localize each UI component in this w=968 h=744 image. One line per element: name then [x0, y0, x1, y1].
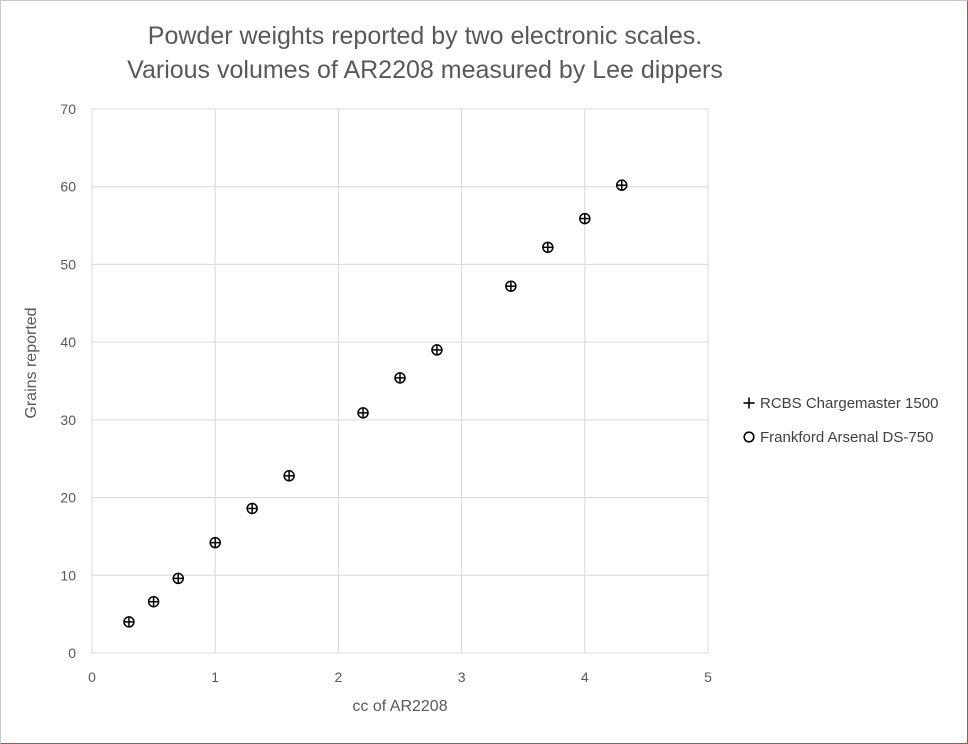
- y-tick-label: 40: [60, 334, 76, 350]
- rcbs-point: [395, 372, 405, 383]
- frankford-point: [172, 572, 184, 585]
- frankford-point: [542, 241, 554, 254]
- chart-title-line-1: Powder weights reported by two electroni…: [147, 22, 703, 50]
- legend: RCBS Chargemaster 1500 Frankford Arsenal…: [742, 386, 938, 454]
- frankford-point: [283, 470, 295, 482]
- data-points: [123, 179, 628, 628]
- frankford-point: [357, 407, 369, 419]
- frankford-point: [209, 536, 221, 549]
- y-tick-label: 30: [60, 412, 76, 428]
- y-tick-label: 60: [60, 179, 76, 195]
- x-axis-label: cc of AR2208: [352, 698, 448, 715]
- legend-item-rcbs: RCBS Chargemaster 1500: [742, 386, 938, 420]
- grid-lines: [91, 108, 709, 654]
- rcbs-point: [579, 213, 590, 224]
- rcbs-point: [505, 281, 516, 292]
- frankford-point: [431, 344, 443, 356]
- frankford-point: [394, 372, 406, 384]
- rcbs-point: [123, 616, 134, 627]
- y-tick-label: 70: [60, 101, 76, 117]
- frankford-point: [147, 595, 160, 608]
- frankford-point: [579, 212, 591, 225]
- x-tick-label: 3: [458, 669, 466, 685]
- y-tick-label: 0: [68, 645, 76, 661]
- rcbs-point: [616, 180, 627, 191]
- legend-label-rcbs: RCBS Chargemaster 1500: [760, 394, 939, 412]
- plus-marker-icon: [743, 397, 755, 409]
- x-tick-label: 5: [704, 669, 712, 685]
- y-tick-label: 20: [60, 490, 76, 506]
- x-tick-label: 1: [211, 669, 219, 685]
- rcbs-point: [431, 344, 442, 355]
- frankford-point: [616, 179, 628, 191]
- frankford-point: [505, 280, 517, 292]
- rcbs-point: [247, 503, 258, 514]
- rcbs-point: [210, 537, 221, 548]
- rcbs-point: [173, 573, 184, 584]
- x-tick-label: 2: [335, 669, 343, 685]
- circle-marker-icon: [743, 431, 755, 443]
- rcbs-point: [358, 407, 369, 418]
- x-tick-label: 4: [581, 669, 589, 685]
- x-tick-label: 0: [88, 669, 96, 685]
- y-tick-label: 10: [60, 567, 76, 583]
- frankford-point: [246, 502, 258, 515]
- axis-ticks: 0 10 20 30 40 50 60 70 0 1 2 3 4 5: [60, 101, 712, 685]
- y-axis-label: Grains reported: [23, 307, 40, 419]
- legend-item-frankford: Frankford Arsenal DS-750: [742, 420, 938, 454]
- frankford-point: [123, 616, 135, 628]
- chart-title-line-2: Various volumes of AR2208 measured by Le…: [127, 56, 723, 84]
- rcbs-point: [148, 596, 159, 607]
- rcbs-point: [284, 470, 295, 481]
- legend-label-frankford: Frankford Arsenal DS-750: [760, 428, 934, 446]
- y-tick-label: 50: [60, 256, 76, 272]
- rcbs-point: [542, 242, 553, 253]
